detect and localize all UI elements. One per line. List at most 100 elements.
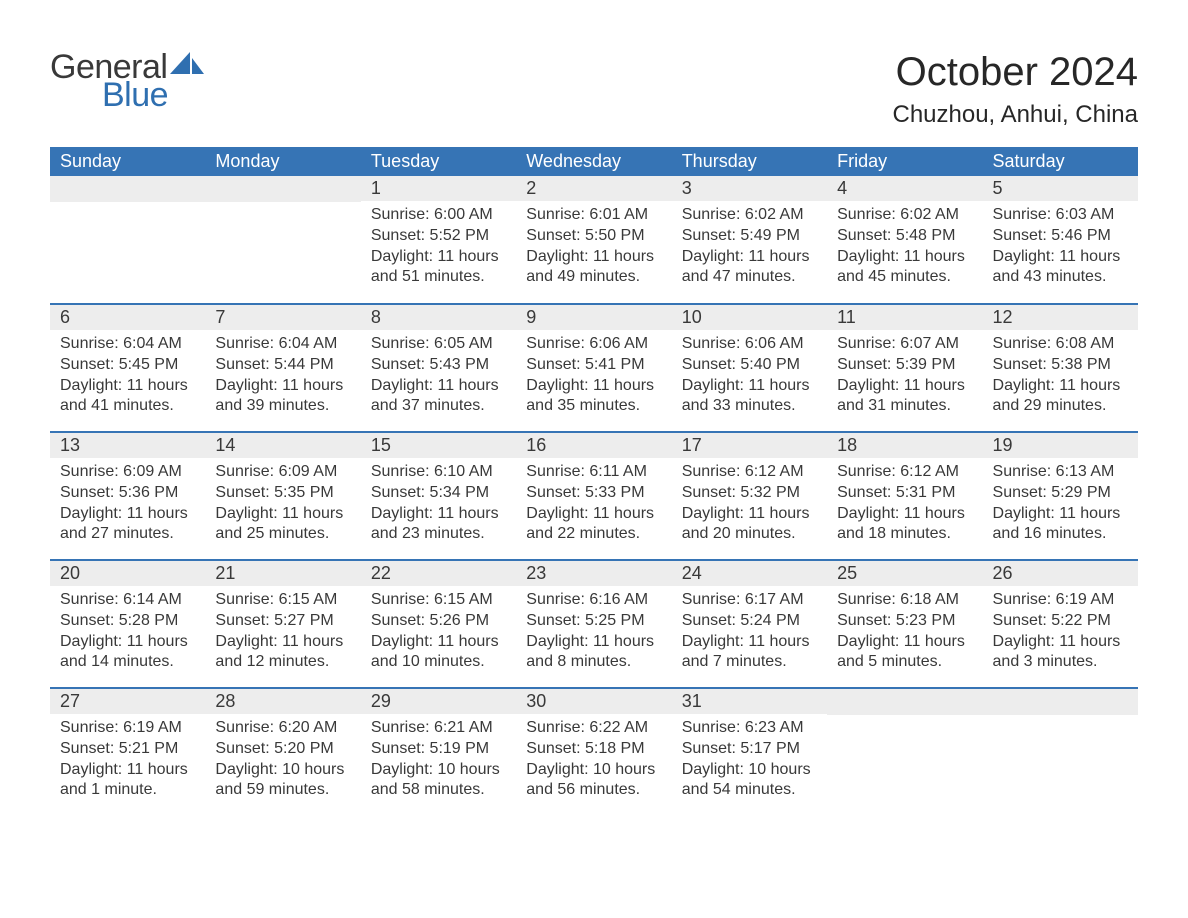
sunset-line: Sunset: 5:48 PM: [837, 226, 972, 247]
sunrise-line: Sunrise: 6:12 AM: [837, 462, 972, 483]
day-content: Sunrise: 6:15 AMSunset: 5:27 PMDaylight:…: [205, 586, 360, 681]
sunrise-line: Sunrise: 6:22 AM: [526, 718, 661, 739]
day-content: Sunrise: 6:04 AMSunset: 5:44 PMDaylight:…: [205, 330, 360, 425]
logo: General Blue: [50, 50, 206, 112]
daylight-line: Daylight: 10 hours and 58 minutes.: [371, 760, 506, 802]
day-content: Sunrise: 6:02 AMSunset: 5:48 PMDaylight:…: [827, 201, 982, 296]
day-content: Sunrise: 6:09 AMSunset: 5:35 PMDaylight:…: [205, 458, 360, 553]
sunset-line: Sunset: 5:36 PM: [60, 483, 195, 504]
weekday-header: Wednesday: [516, 147, 671, 176]
calendar-day-cell: 28Sunrise: 6:20 AMSunset: 5:20 PMDayligh…: [205, 688, 360, 816]
sunrise-line: Sunrise: 6:15 AM: [371, 590, 506, 611]
daylight-line: Daylight: 11 hours and 43 minutes.: [993, 247, 1128, 289]
sunrise-line: Sunrise: 6:13 AM: [993, 462, 1128, 483]
day-number: 26: [983, 561, 1138, 586]
calendar-day-cell: 9Sunrise: 6:06 AMSunset: 5:41 PMDaylight…: [516, 304, 671, 432]
sunset-line: Sunset: 5:29 PM: [993, 483, 1128, 504]
daylight-line: Daylight: 11 hours and 7 minutes.: [682, 632, 817, 674]
location-title: Chuzhou, Anhui, China: [892, 101, 1138, 129]
daylight-line: Daylight: 11 hours and 47 minutes.: [682, 247, 817, 289]
day-content: Sunrise: 6:23 AMSunset: 5:17 PMDaylight:…: [672, 714, 827, 809]
calendar-day-cell: 12Sunrise: 6:08 AMSunset: 5:38 PMDayligh…: [983, 304, 1138, 432]
day-number: 2: [516, 176, 671, 201]
sunset-line: Sunset: 5:41 PM: [526, 355, 661, 376]
day-content: Sunrise: 6:11 AMSunset: 5:33 PMDaylight:…: [516, 458, 671, 553]
weekday-header: Sunday: [50, 147, 205, 176]
sunrise-line: Sunrise: 6:20 AM: [215, 718, 350, 739]
day-number: 13: [50, 433, 205, 458]
calendar-day-cell: 7Sunrise: 6:04 AMSunset: 5:44 PMDaylight…: [205, 304, 360, 432]
header: General Blue October 2024 Chuzhou, Anhui…: [50, 50, 1138, 129]
sunrise-line: Sunrise: 6:10 AM: [371, 462, 506, 483]
day-number: 31: [672, 689, 827, 714]
day-number: 30: [516, 689, 671, 714]
day-content: Sunrise: 6:14 AMSunset: 5:28 PMDaylight:…: [50, 586, 205, 681]
day-number: 1: [361, 176, 516, 201]
day-number: 23: [516, 561, 671, 586]
day-content: Sunrise: 6:16 AMSunset: 5:25 PMDaylight:…: [516, 586, 671, 681]
day-number: 11: [827, 305, 982, 330]
day-content: Sunrise: 6:21 AMSunset: 5:19 PMDaylight:…: [361, 714, 516, 809]
day-number: 25: [827, 561, 982, 586]
day-number: [50, 176, 205, 202]
daylight-line: Daylight: 11 hours and 41 minutes.: [60, 376, 195, 418]
daylight-line: Daylight: 11 hours and 49 minutes.: [526, 247, 661, 289]
sunrise-line: Sunrise: 6:15 AM: [215, 590, 350, 611]
month-title: October 2024: [892, 50, 1138, 95]
daylight-line: Daylight: 11 hours and 33 minutes.: [682, 376, 817, 418]
sunset-line: Sunset: 5:23 PM: [837, 611, 972, 632]
weekday-header: Thursday: [672, 147, 827, 176]
calendar-day-cell: 29Sunrise: 6:21 AMSunset: 5:19 PMDayligh…: [361, 688, 516, 816]
calendar-day-cell: 3Sunrise: 6:02 AMSunset: 5:49 PMDaylight…: [672, 176, 827, 304]
daylight-line: Daylight: 11 hours and 29 minutes.: [993, 376, 1128, 418]
day-number: 17: [672, 433, 827, 458]
day-number: 21: [205, 561, 360, 586]
day-number: [827, 689, 982, 715]
day-content: Sunrise: 6:07 AMSunset: 5:39 PMDaylight:…: [827, 330, 982, 425]
title-block: October 2024 Chuzhou, Anhui, China: [892, 50, 1138, 129]
sunrise-line: Sunrise: 6:09 AM: [60, 462, 195, 483]
calendar-day-cell: 20Sunrise: 6:14 AMSunset: 5:28 PMDayligh…: [50, 560, 205, 688]
sunset-line: Sunset: 5:52 PM: [371, 226, 506, 247]
calendar-day-cell: 6Sunrise: 6:04 AMSunset: 5:45 PMDaylight…: [50, 304, 205, 432]
day-number: 6: [50, 305, 205, 330]
daylight-line: Daylight: 10 hours and 59 minutes.: [215, 760, 350, 802]
day-number: 8: [361, 305, 516, 330]
calendar-day-cell: 18Sunrise: 6:12 AMSunset: 5:31 PMDayligh…: [827, 432, 982, 560]
calendar-day-cell: 17Sunrise: 6:12 AMSunset: 5:32 PMDayligh…: [672, 432, 827, 560]
logo-sail-icon: [170, 52, 206, 80]
daylight-line: Daylight: 11 hours and 1 minute.: [60, 760, 195, 802]
sunset-line: Sunset: 5:35 PM: [215, 483, 350, 504]
sunrise-line: Sunrise: 6:06 AM: [526, 334, 661, 355]
weekday-header-row: SundayMondayTuesdayWednesdayThursdayFrid…: [50, 147, 1138, 176]
sunrise-line: Sunrise: 6:19 AM: [993, 590, 1128, 611]
day-content: Sunrise: 6:01 AMSunset: 5:50 PMDaylight:…: [516, 201, 671, 296]
day-content: Sunrise: 6:12 AMSunset: 5:31 PMDaylight:…: [827, 458, 982, 553]
daylight-line: Daylight: 11 hours and 5 minutes.: [837, 632, 972, 674]
daylight-line: Daylight: 10 hours and 56 minutes.: [526, 760, 661, 802]
sunset-line: Sunset: 5:18 PM: [526, 739, 661, 760]
calendar-day-cell: [205, 176, 360, 304]
calendar-day-cell: 25 Sunrise: 6:18 AMSunset: 5:23 PMDayligh…: [827, 560, 982, 688]
sunrise-line: Sunrise: 6:18 AM: [837, 590, 972, 611]
sunrise-line: Sunrise: 6:17 AM: [682, 590, 817, 611]
calendar-week-row: 27Sunrise: 6:19 AMSunset: 5:21 PMDayligh…: [50, 688, 1138, 816]
calendar-body: 1 Sunrise: 6:00 AMSunset: 5:52 PM Daylight…: [50, 176, 1138, 816]
calendar-day-cell: [827, 688, 982, 816]
day-number: 12: [983, 305, 1138, 330]
sunset-line: Sunset: 5:45 PM: [60, 355, 195, 376]
sunrise-line: Sunrise: 6:05 AM: [371, 334, 506, 355]
sunrise-line: Sunrise: 6:00 AM: [371, 205, 506, 226]
day-content: Sunrise: 6:08 AMSunset: 5:38 PMDaylight:…: [983, 330, 1138, 425]
calendar-day-cell: 16Sunrise: 6:11 AMSunset: 5:33 PMDayligh…: [516, 432, 671, 560]
sunrise-line: Sunrise: 6:12 AM: [682, 462, 817, 483]
day-content: Sunrise: 6:05 AMSunset: 5:43 PMDaylight:…: [361, 330, 516, 425]
calendar-day-cell: 13Sunrise: 6:09 AMSunset: 5:36 PMDayligh…: [50, 432, 205, 560]
daylight-line: Daylight: 11 hours and 37 minutes.: [371, 376, 506, 418]
calendar-week-row: 20Sunrise: 6:14 AMSunset: 5:28 PMDayligh…: [50, 560, 1138, 688]
sunset-line: Sunset: 5:26 PM: [371, 611, 506, 632]
weekday-header: Monday: [205, 147, 360, 176]
calendar-day-cell: 14Sunrise: 6:09 AMSunset: 5:35 PMDayligh…: [205, 432, 360, 560]
sunset-line: Sunset: 5:19 PM: [371, 739, 506, 760]
sunset-line: Sunset: 5:22 PM: [993, 611, 1128, 632]
